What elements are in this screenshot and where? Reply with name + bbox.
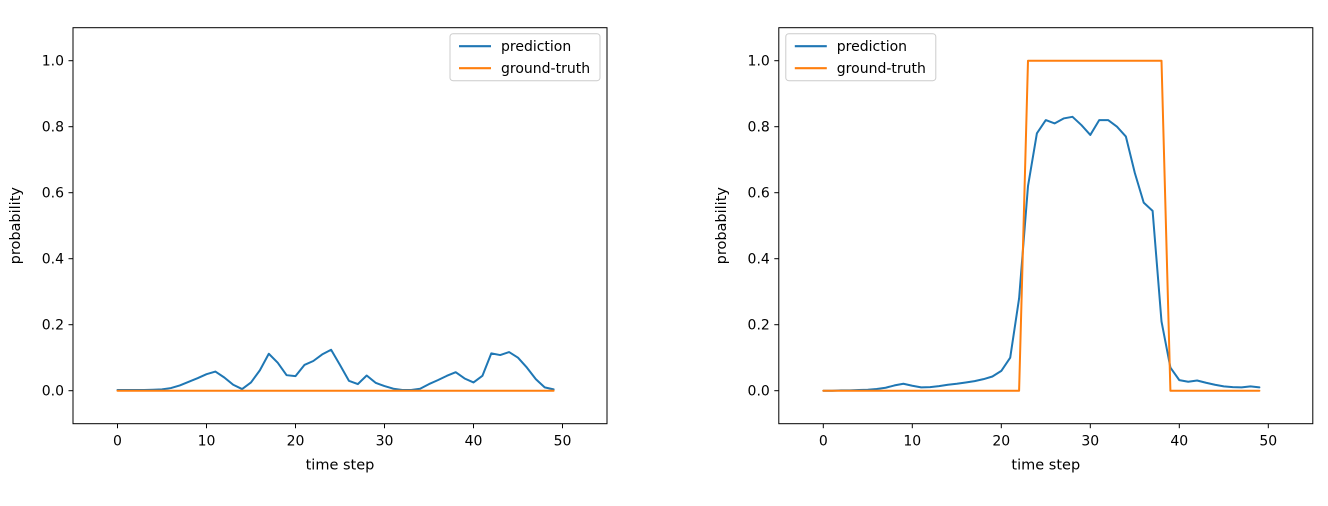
x-axis-label: time step: [1011, 458, 1080, 474]
y-axis-label: probability: [714, 187, 730, 265]
x-tick-label: 0: [819, 434, 828, 450]
x-tick-label: 30: [376, 434, 394, 450]
y-tick-label: 0.8: [42, 120, 64, 136]
prediction-line: [116, 348, 555, 392]
x-tick-label: 20: [992, 434, 1010, 450]
y-tick-label: 1.0: [42, 54, 64, 70]
x-tick-label: 30: [1081, 434, 1099, 450]
x-tick-label: 20: [287, 434, 305, 450]
x-tick-label: 40: [1170, 434, 1188, 450]
x-tick-label: 10: [198, 434, 216, 450]
legend: prediction ground-truth: [785, 33, 937, 82]
x-tick-label: 50: [1259, 434, 1277, 450]
x-tick-label: 40: [465, 434, 483, 450]
y-tick-label: 0.8: [748, 120, 770, 136]
y-tick-label: 0.4: [748, 252, 770, 268]
y-tick-label: 1.0: [748, 54, 770, 70]
y-axis-label: probability: [8, 187, 24, 265]
legend-label: ground-truth: [837, 61, 926, 77]
plot-area: [778, 27, 1314, 425]
legend-label: prediction: [837, 39, 907, 55]
x-tick-label: 10: [903, 434, 921, 450]
y-tick-label: 0.4: [42, 252, 64, 268]
legend-label: prediction: [501, 39, 571, 55]
right-chart: 0 10 20 30 40 50 0.0 0.2 0.4 0.6 0.8 1.0 time step pr…: [714, 27, 1314, 474]
y-tick-label: 0.6: [42, 186, 64, 202]
y-tick-label: 0.6: [748, 186, 770, 202]
y-tick-label: 0.2: [42, 318, 64, 334]
x-tick-label: 50: [554, 434, 572, 450]
legend: prediction ground-truth: [449, 33, 601, 82]
y-tick-label: 0.0: [42, 384, 64, 400]
x-axis-label: time step: [306, 458, 375, 474]
left-chart: 0 10 20 30 40 50 0.0 0.2 0.4 0.6 0.8 1.0 time step pr…: [8, 27, 608, 474]
ground-truth-line: [822, 59, 1261, 392]
x-tick-label: 0: [113, 434, 122, 450]
y-tick-label: 0.0: [748, 384, 770, 400]
prediction-line: [822, 115, 1261, 392]
y-tick-label: 0.2: [748, 318, 770, 334]
legend-label: ground-truth: [501, 61, 590, 77]
